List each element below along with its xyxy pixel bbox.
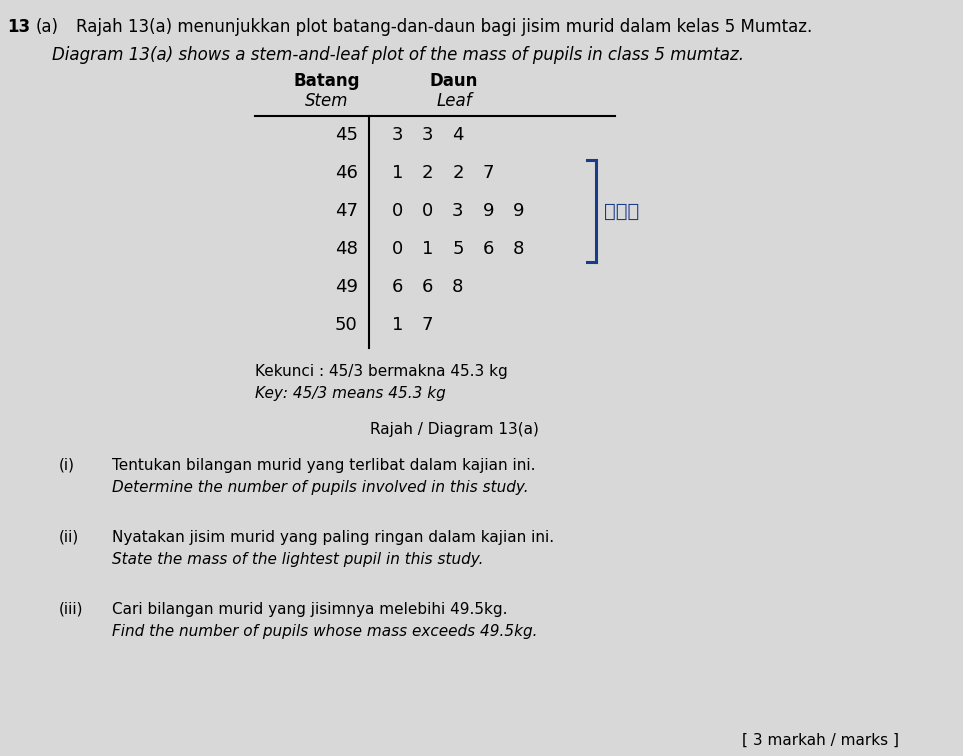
Text: Find the number of pupils whose mass exceeds 49.5kg.: Find the number of pupils whose mass exc…: [112, 624, 537, 639]
Text: Key: 45/3 means 45.3 kg: Key: 45/3 means 45.3 kg: [255, 386, 446, 401]
Text: 9: 9: [482, 202, 494, 220]
Text: 1: 1: [392, 164, 403, 182]
Text: 8: 8: [453, 278, 463, 296]
Text: 0: 0: [392, 240, 403, 258]
Text: (ii): (ii): [59, 530, 79, 545]
Text: 2: 2: [453, 164, 463, 182]
Text: Kekunci : 45/3 bermakna 45.3 kg: Kekunci : 45/3 bermakna 45.3 kg: [255, 364, 508, 379]
Text: 5: 5: [453, 240, 463, 258]
Text: 3: 3: [422, 126, 433, 144]
Text: State the mass of the lightest pupil in this study.: State the mass of the lightest pupil in …: [112, 552, 483, 567]
Text: 48: 48: [335, 240, 357, 258]
Text: 6: 6: [392, 278, 403, 296]
Text: 4: 4: [453, 126, 463, 144]
Text: (a): (a): [36, 18, 59, 36]
Text: 等波里: 等波里: [604, 202, 638, 221]
Text: 3: 3: [453, 202, 463, 220]
Text: 3: 3: [392, 126, 403, 144]
Text: 6: 6: [422, 278, 433, 296]
Text: (i): (i): [59, 458, 75, 473]
Text: Cari bilangan murid yang jisimnya melebihi 49.5kg.: Cari bilangan murid yang jisimnya melebi…: [112, 602, 508, 617]
Text: Determine the number of pupils involved in this study.: Determine the number of pupils involved …: [112, 480, 529, 495]
Text: 13: 13: [8, 18, 31, 36]
Text: 1: 1: [392, 316, 403, 334]
Text: 7: 7: [482, 164, 494, 182]
Text: [ 3 markah / marks ]: [ 3 markah / marks ]: [742, 733, 898, 748]
Text: 46: 46: [335, 164, 357, 182]
Text: Tentukan bilangan murid yang terlibat dalam kajian ini.: Tentukan bilangan murid yang terlibat da…: [112, 458, 535, 473]
Text: Daun: Daun: [429, 72, 479, 90]
Text: (iii): (iii): [59, 602, 83, 617]
Text: Rajah / Diagram 13(a): Rajah / Diagram 13(a): [370, 422, 538, 437]
Text: Batang: Batang: [293, 72, 359, 90]
Text: 1: 1: [422, 240, 433, 258]
Text: Rajah 13(a) menunjukkan plot batang-dan-daun bagi jisim murid dalam kelas 5 Mumt: Rajah 13(a) menunjukkan plot batang-dan-…: [76, 18, 812, 36]
Text: 7: 7: [422, 316, 433, 334]
Text: 49: 49: [334, 278, 357, 296]
Text: 45: 45: [334, 126, 357, 144]
Text: Leaf: Leaf: [436, 92, 472, 110]
Text: Diagram 13(a) shows a stem-and-leaf plot of the mass of pupils in class 5 mumtaz: Diagram 13(a) shows a stem-and-leaf plot…: [52, 46, 744, 64]
Text: 6: 6: [482, 240, 494, 258]
Text: 2: 2: [422, 164, 433, 182]
Text: Stem: Stem: [304, 92, 349, 110]
Text: 9: 9: [512, 202, 524, 220]
Text: Nyatakan jisim murid yang paling ringan dalam kajian ini.: Nyatakan jisim murid yang paling ringan …: [112, 530, 554, 545]
Text: 0: 0: [422, 202, 433, 220]
Text: 0: 0: [392, 202, 403, 220]
Text: 47: 47: [334, 202, 357, 220]
Text: 50: 50: [335, 316, 357, 334]
Text: 8: 8: [512, 240, 524, 258]
